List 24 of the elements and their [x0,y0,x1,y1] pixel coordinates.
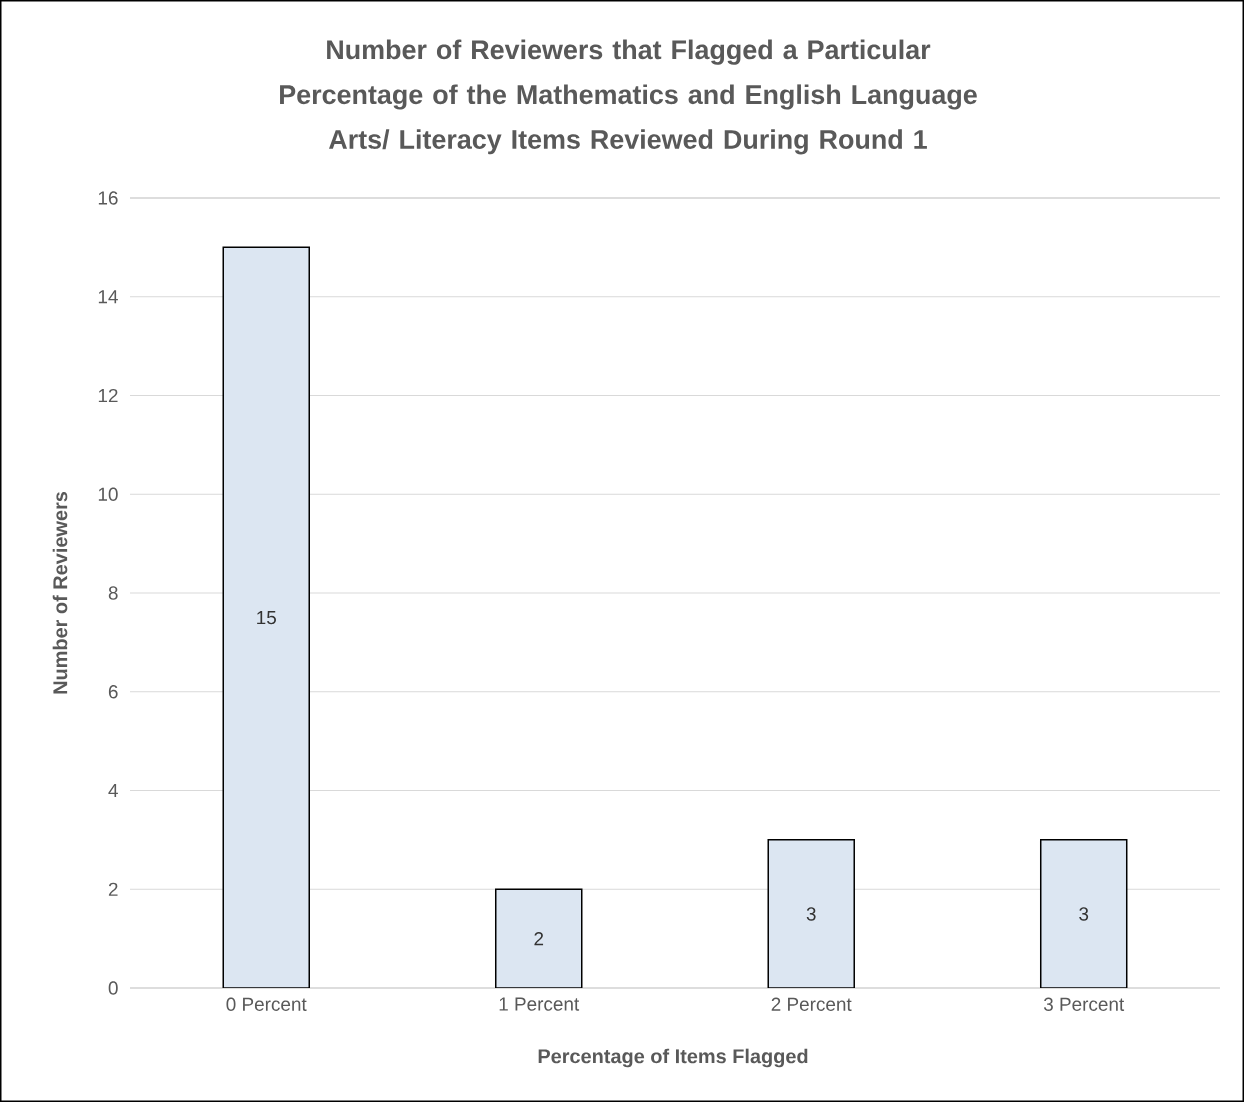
x-axis-title: Percentage of Items Flagged [538,1048,808,1068]
x-tick-label: 2 Percent [771,997,852,1011]
y-tick-label: 10 [98,487,118,501]
y-tick-label: 14 [98,290,118,304]
y-axis-title: Number of Reviewers [52,491,68,694]
y-tick-label: 8 [108,586,118,600]
data-label: 2 [534,932,544,946]
y-tick-label: 2 [108,882,118,896]
data-label: 15 [257,611,276,625]
y-tick-label: 12 [98,388,118,403]
x-tick-label: 1 Percent [499,997,580,1011]
bar [494,888,583,988]
bar [767,839,855,988]
x-tick-label: 0 Percent [226,997,307,1011]
x-tick-label: 3 Percent [1043,997,1125,1011]
bar [1039,839,1128,988]
y-tick-label: 4 [108,783,118,798]
y-tick-label: 0 [108,981,118,995]
chart-title: Number of Reviewers that Flagged a Particular Percentage of the Mathematics and English Language Arts/ Literacy Items Reviewed During Round 1 [280,39,977,155]
y-tick-label: 16 [98,191,118,205]
y-tick-label: 6 [108,685,118,699]
data-label: 3 [806,907,816,921]
bar [222,246,310,988]
data-label: 3 [1079,907,1089,921]
